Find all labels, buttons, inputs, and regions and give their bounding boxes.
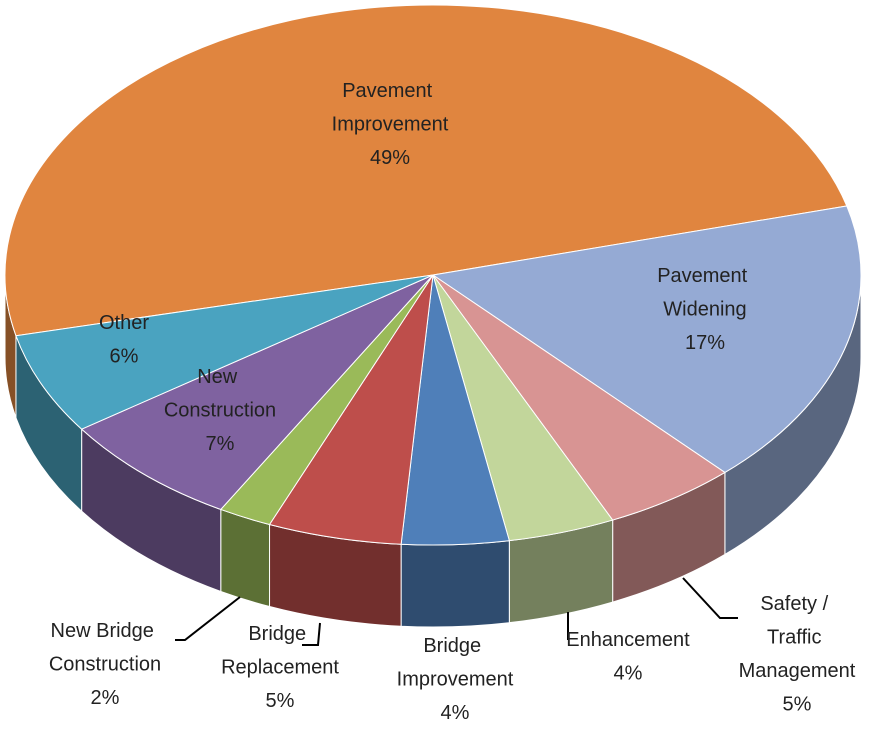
- value-label: 7%: [206, 433, 235, 455]
- slice-label: New Construction: [164, 366, 276, 422]
- pie-slice: [431, 205, 862, 474]
- value-label: 4%: [441, 702, 470, 724]
- pie-side: [400, 540, 510, 628]
- value-label: 17%: [685, 332, 725, 354]
- value-label: 6%: [110, 346, 139, 368]
- slice-label: Bridge Improvement: [397, 635, 514, 691]
- leader-line: [302, 622, 321, 646]
- slice-label: New Bridge Construction: [49, 620, 161, 676]
- value-label: 5%: [783, 694, 812, 716]
- slice-label: Bridge Replacement: [221, 623, 339, 679]
- leader-line: [175, 596, 241, 641]
- slice-label: Pavement Widening: [657, 265, 753, 321]
- value-label: 2%: [91, 687, 120, 709]
- pie-slice: [15, 274, 434, 430]
- slice-label: Safety / Traffic Management: [739, 593, 856, 682]
- pie-side: [220, 508, 271, 608]
- value-label: 5%: [266, 690, 295, 712]
- pie-slice: [80, 274, 434, 511]
- value-label: 4%: [614, 663, 643, 685]
- value-label: 49%: [370, 147, 410, 169]
- pie-slice: [4, 4, 848, 337]
- slice-label: Other: [99, 312, 149, 334]
- slice-label: Pavement Improvement: [332, 80, 449, 136]
- leader-line: [682, 577, 738, 619]
- slice-label: Enhancement: [566, 629, 690, 651]
